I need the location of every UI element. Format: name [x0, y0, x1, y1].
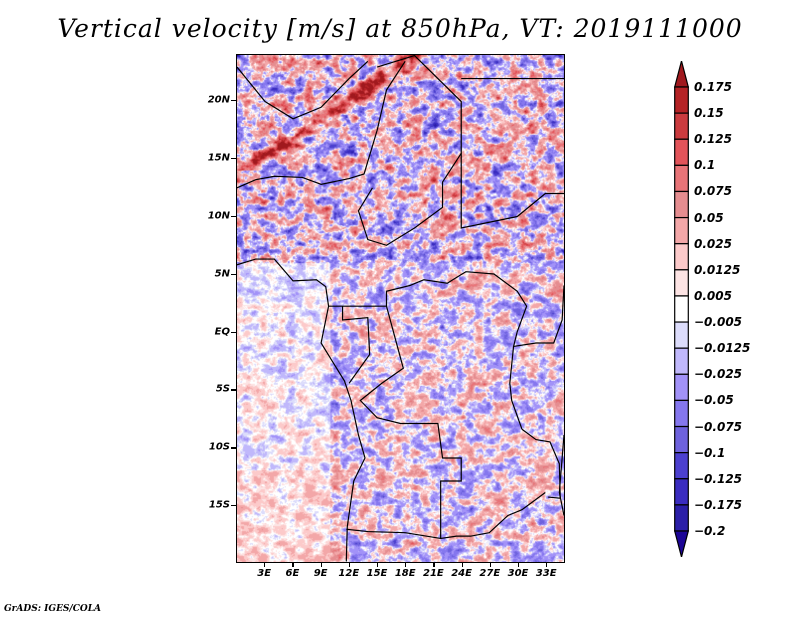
colorbar-box [674, 425, 689, 454]
colorbar-min-arrow [674, 530, 689, 557]
x-tick-mark [461, 563, 463, 567]
y-tick-label: 15S [208, 499, 230, 511]
x-tick-mark [405, 563, 407, 567]
x-tick-label: 15E [366, 568, 388, 579]
colorbar [674, 61, 689, 557]
x-tick-label: 24E [451, 568, 472, 579]
border-line [521, 428, 561, 499]
y-tick-mark [231, 505, 236, 507]
border-line [237, 60, 369, 120]
x-tick-label: 18E [394, 568, 416, 579]
colorbar-box [674, 478, 689, 506]
x-tick-label: 3E [257, 568, 272, 579]
colorbar-label: −0.1 [694, 445, 726, 460]
x-tick-label: 12E [338, 568, 360, 579]
y-tick-label: EQ [214, 326, 230, 338]
colorbar-label: 0.05 [694, 210, 724, 225]
colorbar-box [674, 321, 689, 349]
x-tick-mark [433, 563, 435, 567]
border-line [328, 271, 528, 430]
colorbar-box [674, 216, 689, 245]
border-line [357, 55, 462, 246]
x-tick-mark [292, 563, 294, 567]
border-line [341, 306, 371, 384]
colorbar-box [674, 373, 689, 402]
y-tick-mark [231, 215, 236, 218]
colorbar-label: −0.025 [694, 367, 743, 382]
colorbar-label: 0.15 [694, 106, 724, 121]
y-tick-label: 10N [207, 210, 230, 222]
colorbar-box [674, 295, 689, 323]
x-tick-mark [489, 563, 491, 567]
colorbar-label: 0.125 [694, 132, 732, 147]
map-panel [236, 54, 565, 563]
colorbar-label: 0.175 [694, 80, 732, 94]
y-tick-label: 5S [215, 383, 230, 395]
x-tick-mark [348, 563, 350, 567]
x-tick-label: 27E [479, 568, 501, 579]
y-tick-label: 15N [207, 152, 230, 164]
country-borders [237, 55, 564, 562]
colorbar-box [674, 504, 689, 532]
y-tick-label: 10S [208, 441, 230, 453]
colorbar-max-arrow [674, 61, 689, 88]
y-tick-label: 20N [207, 94, 230, 106]
colorbar-box [674, 399, 689, 428]
x-tick-mark [320, 563, 322, 567]
colorbar-label: −0.075 [694, 419, 743, 434]
colorbar-label: −0.2 [694, 524, 726, 538]
colorbar-label: −0.0125 [694, 341, 751, 356]
colorbar-box [674, 452, 689, 480]
footer-credit: GrADS: IGES/COLA [4, 604, 102, 614]
colorbar-box [674, 269, 689, 297]
vertical-velocity-field [237, 55, 564, 562]
colorbar-box [674, 138, 689, 166]
y-tick-mark [231, 158, 236, 160]
colorbar-box [674, 86, 689, 114]
x-tick-label: 33E [535, 568, 557, 579]
y-tick-mark [231, 331, 236, 333]
colorbar-box [674, 243, 689, 271]
x-tick-label: 30E [507, 568, 529, 579]
y-tick-mark [231, 100, 236, 102]
border-line [359, 306, 546, 540]
chart-title: Vertical velocity [m/s] at 850hPa, VT: 2… [57, 14, 743, 43]
colorbar-label: 0.0125 [694, 262, 741, 277]
colorbar-label: −0.005 [694, 315, 743, 330]
border-line [460, 153, 564, 229]
colorbar-box [674, 190, 689, 219]
colorbar-label: −0.175 [694, 497, 743, 512]
x-tick-label: 21E [423, 568, 444, 579]
colorbar-box [674, 112, 689, 140]
x-tick-label: 9E [313, 568, 328, 579]
colorbar-label: −0.125 [694, 471, 743, 486]
colorbar-label: 0.005 [694, 288, 732, 303]
y-tick-mark [231, 389, 236, 391]
border-line [558, 434, 564, 516]
colorbar-box [674, 164, 689, 193]
y-tick-label: 5N [214, 268, 230, 280]
x-tick-label: 6E [285, 568, 300, 579]
colorbar-box [674, 347, 689, 375]
colorbar-label: −0.05 [694, 393, 734, 408]
colorbar-label: 0.1 [694, 158, 716, 173]
border-line [346, 528, 441, 540]
x-tick-mark [264, 563, 266, 567]
x-tick-mark [377, 563, 379, 567]
x-tick-mark [546, 563, 548, 567]
border-line [237, 60, 406, 189]
border-line [513, 285, 564, 348]
border-line [237, 258, 366, 562]
y-tick-mark [231, 273, 236, 275]
colorbar-label: 0.025 [694, 236, 732, 251]
colorbar-label: 0.075 [694, 184, 732, 199]
x-tick-mark [518, 563, 520, 567]
y-tick-mark [231, 447, 236, 449]
